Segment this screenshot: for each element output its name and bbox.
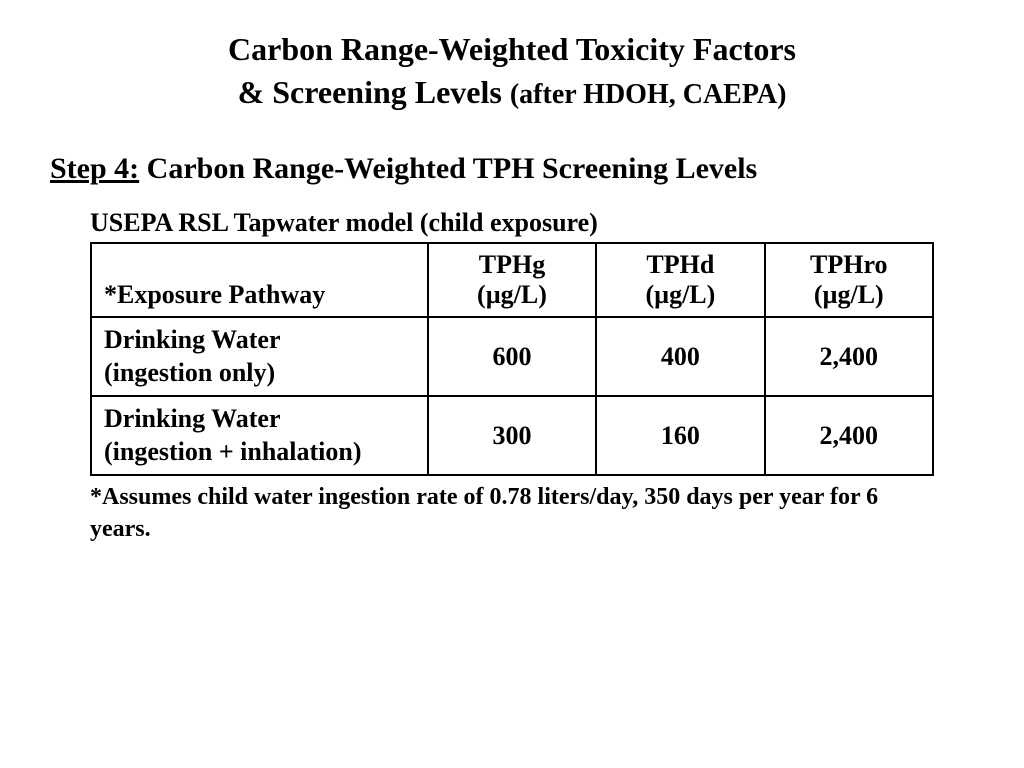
screening-table: *Exposure Pathway TPHg (µg/L) TPHd (µg/L… (90, 242, 934, 476)
row-label: Drinking Water (ingestion only) (91, 317, 428, 396)
main-title: Carbon Range-Weighted Toxicity Factors &… (50, 28, 974, 114)
cell-tphro: 2,400 (765, 396, 933, 475)
title-line2a: & Screening Levels (238, 74, 510, 110)
title-line1: Carbon Range-Weighted Toxicity Factors (228, 31, 796, 67)
header-tphro: TPHro (µg/L) (765, 243, 933, 317)
table-row: Drinking Water (ingestion only) 600 400 … (91, 317, 933, 396)
row-label-b: (ingestion + inhalation) (104, 437, 362, 466)
step-heading: Step 4: Carbon Range-Weighted TPH Screen… (50, 152, 974, 186)
cell-tphd: 160 (596, 396, 764, 475)
title-line2b: (after HDOH, CAEPA) (510, 79, 787, 110)
header-tphro-b: (µg/L) (814, 280, 884, 309)
table-row: Drinking Water (ingestion + inhalation) … (91, 396, 933, 475)
header-tphd: TPHd (µg/L) (596, 243, 764, 317)
content-block: USEPA RSL Tapwater model (child exposure… (50, 208, 974, 544)
header-tphg-a: TPHg (479, 250, 545, 279)
header-tphd-b: (µg/L) (645, 280, 715, 309)
footnote: *Assumes child water ingestion rate of 0… (90, 482, 934, 544)
header-tphro-a: TPHro (810, 250, 888, 279)
row-label-b: (ingestion only) (104, 358, 275, 387)
cell-tphd: 400 (596, 317, 764, 396)
header-tphd-a: TPHd (646, 250, 714, 279)
header-tphg-b: (µg/L) (477, 280, 547, 309)
step-label: Step 4: (50, 152, 139, 185)
step-text: Carbon Range-Weighted TPH Screening Leve… (139, 152, 757, 185)
header-pathway: *Exposure Pathway (91, 243, 428, 317)
table-subheading: USEPA RSL Tapwater model (child exposure… (90, 208, 934, 238)
row-label: Drinking Water (ingestion + inhalation) (91, 396, 428, 475)
cell-tphg: 300 (428, 396, 596, 475)
row-label-a: Drinking Water (104, 325, 280, 354)
cell-tphro: 2,400 (765, 317, 933, 396)
table-header-row: *Exposure Pathway TPHg (µg/L) TPHd (µg/L… (91, 243, 933, 317)
header-tphg: TPHg (µg/L) (428, 243, 596, 317)
row-label-a: Drinking Water (104, 404, 280, 433)
header-pathway-text: *Exposure Pathway (104, 280, 325, 309)
cell-tphg: 600 (428, 317, 596, 396)
